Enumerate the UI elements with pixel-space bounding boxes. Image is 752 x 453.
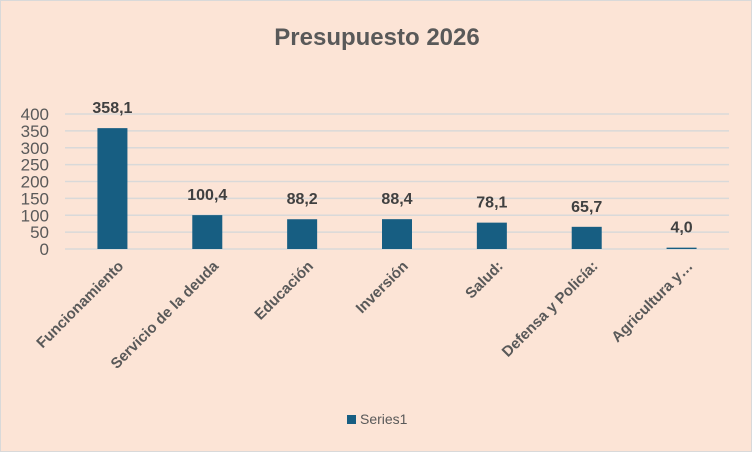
bar[interactable] xyxy=(192,215,223,249)
legend-label: Series1 xyxy=(360,411,408,427)
data-label: 78,1 xyxy=(476,195,507,212)
bar[interactable] xyxy=(666,247,697,249)
y-tick-label: 0 xyxy=(40,240,49,259)
data-label: 88,4 xyxy=(381,191,412,208)
y-tick-label: 250 xyxy=(21,156,49,175)
data-label: 4,0 xyxy=(670,220,692,237)
data-label: 88,2 xyxy=(287,191,318,208)
y-tick-label: 350 xyxy=(21,122,49,141)
data-label: 100,4 xyxy=(187,187,227,204)
y-tick-label: 300 xyxy=(21,139,49,158)
x-tick-label: Educación xyxy=(251,258,317,324)
bar[interactable] xyxy=(287,219,318,249)
x-tick-label: Agricultura y… xyxy=(608,258,696,346)
bar[interactable] xyxy=(571,226,602,249)
x-tick-label: Inversión xyxy=(353,258,412,317)
bar[interactable] xyxy=(382,219,412,249)
y-tick-label: 200 xyxy=(21,173,49,192)
y-tick-label: 50 xyxy=(30,223,49,242)
x-tick-label: Defensa y Policía: xyxy=(499,258,602,361)
y-tick-label: 400 xyxy=(21,105,49,124)
y-tick-label: 100 xyxy=(21,206,49,225)
bar[interactable] xyxy=(97,128,128,249)
legend-swatch xyxy=(347,415,356,424)
x-tick-label: Funcionamiento xyxy=(33,258,127,352)
data-label: 65,7 xyxy=(571,199,602,216)
data-label: 358,1 xyxy=(92,100,132,117)
chart-title: Presupuesto 2026 xyxy=(274,24,479,51)
y-tick-label: 150 xyxy=(21,189,49,208)
x-tick-label: Servicio de la deuda xyxy=(108,257,223,372)
bar[interactable] xyxy=(476,222,507,249)
x-tick-label: Salud: xyxy=(462,258,506,302)
